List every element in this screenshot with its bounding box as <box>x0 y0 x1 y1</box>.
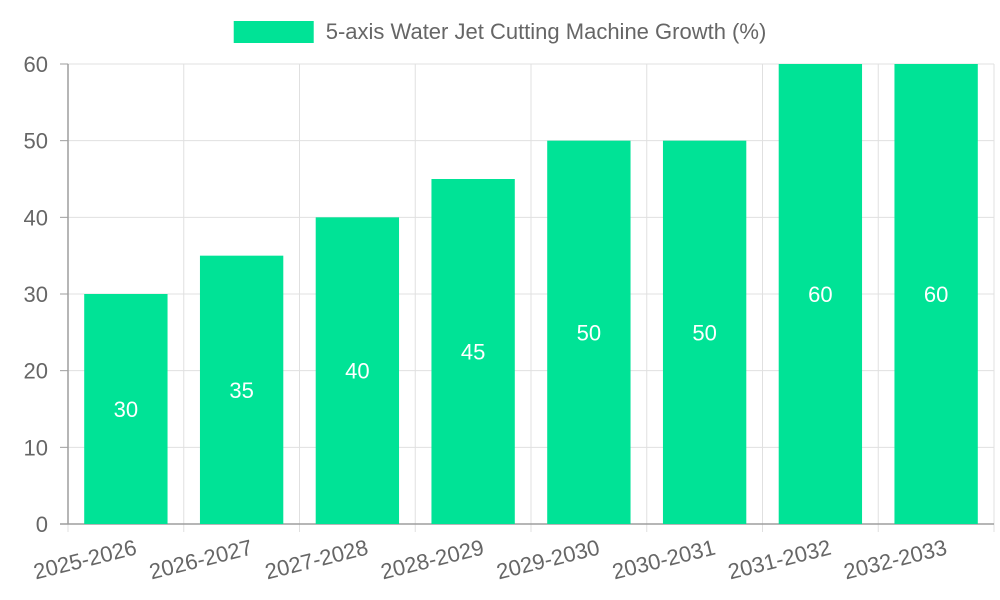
x-tick-label: 2029-2030 <box>494 535 602 585</box>
legend-label[interactable]: 5-axis Water Jet Cutting Machine Growth … <box>326 19 767 44</box>
y-tick-label: 0 <box>36 512 48 537</box>
data-label: 50 <box>577 320 601 345</box>
data-label: 40 <box>345 359 369 384</box>
bar[interactable] <box>315 217 400 525</box>
y-tick-label: 60 <box>24 52 48 77</box>
bar[interactable] <box>547 140 631 524</box>
x-tick-label: 2026-2027 <box>147 535 255 585</box>
data-label: 45 <box>461 340 485 365</box>
x-tick-label: 2027-2028 <box>262 535 370 585</box>
bar[interactable] <box>778 64 863 524</box>
legend[interactable]: 5-axis Water Jet Cutting Machine Growth … <box>233 19 767 44</box>
data-labels: 30 35 40 45 50 50 60 60 <box>114 282 949 422</box>
y-tick-label: 10 <box>24 435 48 460</box>
y-tick-label: 40 <box>24 205 48 230</box>
bars <box>84 64 978 525</box>
y-tick-label: 50 <box>24 129 48 154</box>
x-tick-label: 2030-2031 <box>610 535 718 585</box>
data-label: 35 <box>229 378 253 403</box>
y-tick-label: 30 <box>24 282 48 307</box>
data-label: 30 <box>114 397 138 422</box>
y-tick-label: 20 <box>24 359 48 384</box>
bar[interactable] <box>199 255 284 524</box>
bar[interactable] <box>431 179 515 524</box>
bar[interactable] <box>894 64 978 524</box>
bar[interactable] <box>84 294 168 524</box>
legend-swatch[interactable] <box>233 21 314 43</box>
data-label: 50 <box>692 320 716 345</box>
x-tick-label: 2032-2033 <box>841 535 949 585</box>
bar[interactable] <box>662 140 747 524</box>
x-tick-label: 2025-2026 <box>31 535 139 585</box>
x-tick-label: 2028-2029 <box>378 535 486 585</box>
data-label: 60 <box>924 282 948 307</box>
data-label: 60 <box>808 282 832 307</box>
x-tick-label: 2031-2032 <box>725 535 833 585</box>
